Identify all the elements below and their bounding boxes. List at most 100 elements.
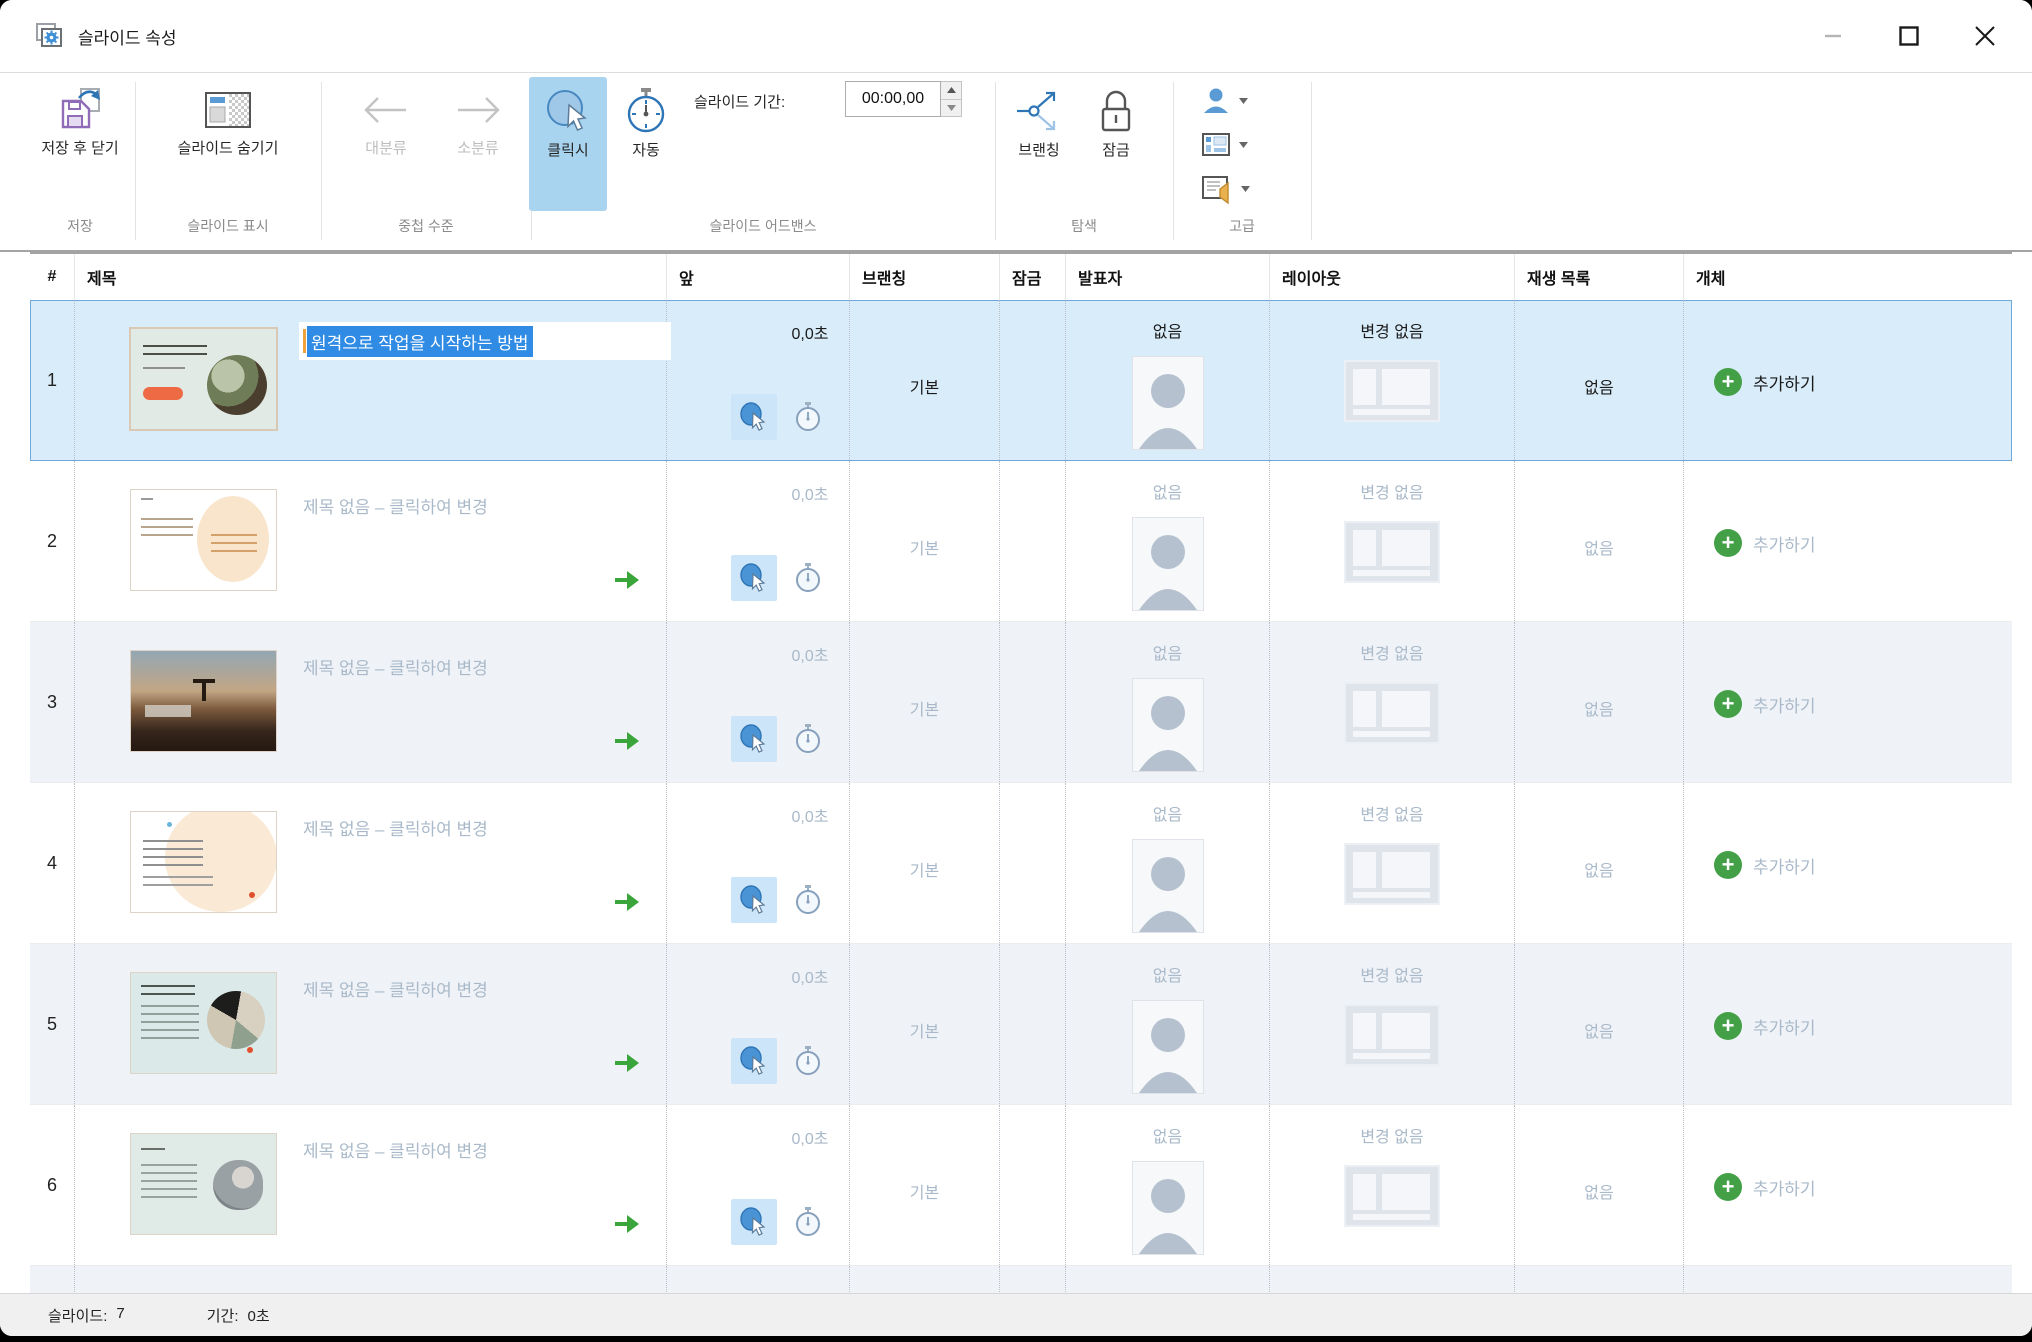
maximize-button[interactable] — [1896, 23, 1922, 49]
layout-value: 변경 없음 — [1360, 324, 1424, 341]
advance-auto-toggle[interactable] — [792, 884, 824, 916]
slide-title[interactable]: 제목 없음 – 클릭하여 변경 — [303, 659, 488, 678]
hide-slide-button[interactable]: 슬라이드 숨기기 — [146, 77, 310, 211]
go-arrow-icon[interactable] — [613, 1053, 640, 1078]
table-row[interactable]: 4 제목 없음 – 클릭하여 변경 0,0초 — [30, 783, 2012, 944]
advance-click-toggle[interactable] — [731, 555, 777, 601]
status-duration-value: 0초 — [247, 1307, 270, 1325]
add-object-button[interactable]: + 추가하기 — [1714, 1012, 1816, 1040]
minimize-button[interactable] — [1820, 23, 1846, 49]
slide-thumbnail — [130, 489, 277, 591]
advance-click-toggle[interactable] — [731, 1038, 777, 1084]
slides-table: # 제목 앞 브랜칭 잠금 발표자 레이아웃 재생 목록 개체 1 — [30, 252, 2012, 1298]
table-row[interactable]: 5 제목 없음 – 클릭하여 변경 0,0초 — [30, 944, 2012, 1105]
slide-title[interactable]: 제목 없음 – 클릭하여 변경 — [303, 1142, 488, 1161]
promote-arrow-icon — [364, 97, 406, 123]
lock-cell — [1000, 300, 1066, 460]
header-objects: 개체 — [1696, 271, 1726, 288]
go-arrow-icon[interactable] — [613, 892, 640, 917]
playlist-value: 없음 — [1584, 541, 1614, 558]
slide-title[interactable]: 제목 없음 – 클릭하여 변경 — [303, 820, 488, 839]
table-row[interactable]: 6 제목 없음 – 클릭하여 변경 0,0초 — [30, 1105, 2012, 1266]
add-object-button[interactable]: + 추가하기 — [1714, 1173, 1816, 1201]
status-bar: 슬라이드: 7 기간: 0초 — [0, 1293, 2032, 1336]
promote-button: 대분류 — [342, 77, 430, 211]
mouse-click-icon — [740, 402, 766, 431]
advance-auto-toggle[interactable] — [792, 1045, 824, 1077]
go-arrow-icon[interactable] — [613, 1214, 640, 1239]
branching-icon — [1017, 91, 1056, 131]
lock-label: 잠금 — [1102, 142, 1130, 159]
mouse-click-icon — [740, 724, 766, 753]
notes-audio-dropdown-button[interactable] — [1200, 168, 1250, 210]
person-placeholder-icon[interactable] — [1131, 1000, 1204, 1094]
spinner-down-icon — [946, 104, 956, 111]
person-placeholder-icon[interactable] — [1131, 517, 1204, 611]
add-object-button[interactable]: + 추가하기 — [1714, 851, 1816, 879]
close-button[interactable] — [1972, 23, 1998, 49]
advance-time: 0,0초 — [791, 809, 829, 826]
playlist-value: 없음 — [1584, 380, 1614, 397]
slide-title-edit[interactable]: 원격으로 작업을 시작하는 방법 — [299, 322, 671, 360]
advance-auto-toggle[interactable] — [792, 562, 824, 594]
presenter-value: 없음 — [1152, 807, 1183, 824]
branching-value: 기본 — [909, 702, 940, 719]
mouse-click-icon — [740, 885, 766, 914]
layout-dropdown-button[interactable] — [1200, 124, 1248, 166]
save-and-close-button[interactable]: 저장 후 닫기 — [28, 77, 132, 211]
slide-title[interactable]: 제목 없음 – 클릭하여 변경 — [303, 498, 488, 517]
person-placeholder-icon[interactable] — [1131, 1161, 1204, 1255]
add-object-button[interactable]: + 추가하기 — [1714, 368, 1816, 396]
add-icon: + — [1714, 851, 1742, 879]
advance-on-click-button[interactable]: 클릭시 — [529, 77, 607, 211]
advance-time: 0,0초 — [791, 326, 829, 343]
advance-auto-toggle[interactable] — [792, 401, 824, 433]
lock-button[interactable]: 잠금 — [1084, 77, 1148, 211]
advance-click-toggle[interactable] — [731, 877, 777, 923]
layout-preview[interactable] — [1344, 682, 1440, 744]
branching-value: 기본 — [909, 1024, 940, 1041]
group-label-navigation: 탐색 — [1071, 218, 1097, 234]
group-label-advance: 슬라이드 어드밴스 — [709, 218, 817, 234]
text-caret — [303, 329, 306, 353]
spinner-up-button[interactable] — [941, 82, 961, 100]
go-arrow-icon[interactable] — [613, 570, 640, 595]
table-row[interactable]: 2 제목 없음 – 클릭하여 변경 0,0초 — [30, 461, 2012, 622]
layout-preview[interactable] — [1344, 1004, 1440, 1066]
table-row[interactable]: 1 원격으로 작업을 시작하는 방법 0,0초 — [30, 300, 2012, 461]
person-placeholder-icon[interactable] — [1131, 678, 1204, 772]
layout-preview[interactable] — [1344, 521, 1440, 583]
advance-click-toggle[interactable] — [731, 1199, 777, 1245]
row-number: 5 — [46, 1013, 57, 1034]
add-object-button[interactable]: + 추가하기 — [1714, 690, 1816, 718]
advance-auto-toggle[interactable] — [792, 723, 824, 755]
hide-slide-icon — [205, 92, 251, 128]
layout-preview[interactable] — [1344, 360, 1440, 422]
advance-auto-button[interactable]: 자동 — [611, 77, 681, 211]
advance-click-toggle[interactable] — [731, 716, 777, 762]
advance-auto-toggle[interactable] — [792, 1206, 824, 1238]
header-title: 제목 — [75, 254, 667, 300]
slide-title[interactable]: 제목 없음 – 클릭하여 변경 — [303, 981, 488, 1000]
add-object-label: 추가하기 — [1753, 535, 1816, 555]
go-arrow-icon[interactable] — [613, 731, 640, 756]
layout-preview[interactable] — [1344, 843, 1440, 905]
branching-label: 브랜칭 — [1018, 142, 1060, 159]
person-placeholder-icon[interactable] — [1131, 356, 1204, 450]
hide-slide-label: 슬라이드 숨기기 — [177, 140, 279, 157]
branching-button[interactable]: 브랜칭 — [1000, 77, 1078, 211]
layout-value: 변경 없음 — [1360, 485, 1424, 502]
advance-on-click-label: 클릭시 — [547, 142, 589, 159]
slide-duration-input[interactable]: 00:00,00 — [845, 81, 941, 117]
advance-click-toggle[interactable] — [731, 394, 777, 440]
table-row[interactable]: 3 제목 없음 – 클릭하여 변경 0,0초 — [30, 622, 2012, 783]
add-icon: + — [1714, 1012, 1742, 1040]
presenter-dropdown-button[interactable] — [1200, 80, 1248, 122]
presenter-value: 없음 — [1152, 485, 1183, 502]
person-placeholder-icon[interactable] — [1131, 839, 1204, 933]
dropdown-arrow-icon — [1239, 98, 1248, 104]
add-object-button[interactable]: + 추가하기 — [1714, 529, 1816, 557]
spinner-down-button[interactable] — [941, 99, 961, 116]
layout-preview[interactable] — [1344, 1165, 1440, 1227]
table-row-partial — [30, 1266, 2012, 1298]
